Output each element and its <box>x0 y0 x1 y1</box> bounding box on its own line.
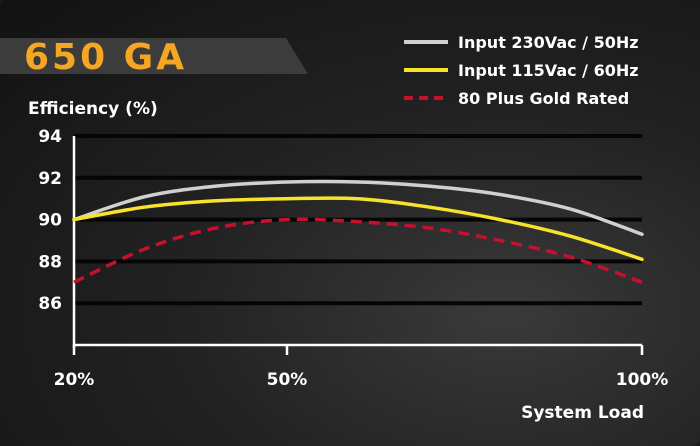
axes <box>72 136 642 348</box>
gridlines <box>74 134 642 306</box>
series-lines <box>72 179 644 284</box>
series-line-2 <box>73 217 643 284</box>
legend-label-0: Input 230Vac / 50Hz <box>458 33 639 52</box>
x-tick-label: 20% <box>54 370 95 390</box>
y-axis-title: Efficiency (%) <box>28 99 158 119</box>
chart-title: 650 GA <box>24 37 187 78</box>
series-line-0 <box>72 179 644 236</box>
y-tick-label: 92 <box>38 169 62 189</box>
legend-label-2: 80 Plus Gold Rated <box>458 89 629 108</box>
legend-label-1: Input 115Vac / 60Hz <box>458 61 639 80</box>
y-tick-label: 86 <box>38 294 62 314</box>
y-tick-label: 88 <box>38 252 62 272</box>
tick-labels: 86 88 90 92 94 20% 50% 100% <box>38 127 668 390</box>
legend: Input 230Vac / 50Hz Input 115Vac / 60Hz 80… <box>404 33 639 108</box>
x-axis-title: System Load <box>521 403 644 423</box>
x-tick-label: 50% <box>267 370 308 390</box>
y-tick-label: 94 <box>38 127 62 147</box>
series-line-1 <box>72 196 644 262</box>
title-banner <box>0 38 308 74</box>
x-tick-label: 100% <box>616 370 669 390</box>
y-tick-label: 90 <box>38 211 62 231</box>
